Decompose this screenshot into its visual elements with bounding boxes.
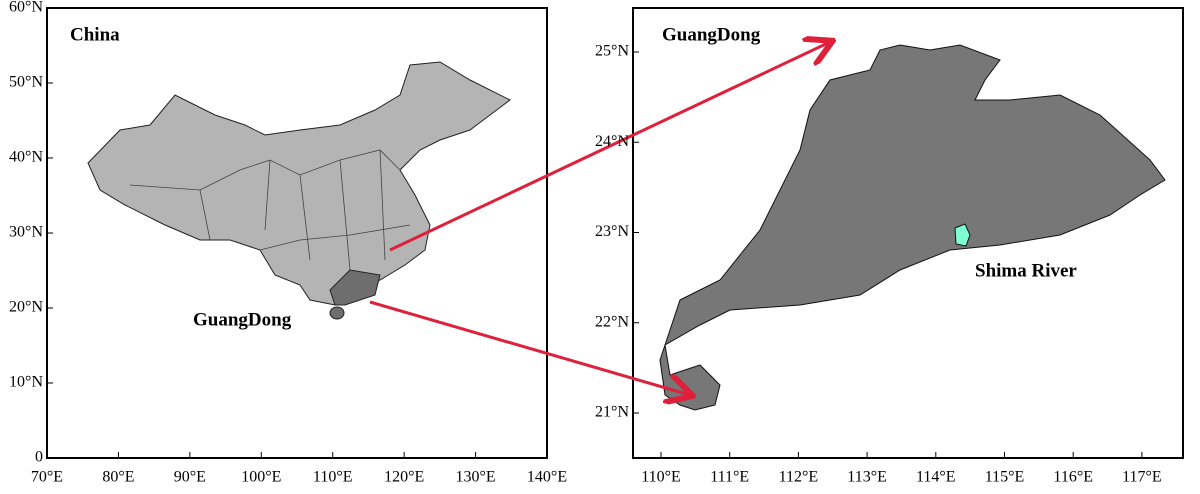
- x-tick-label: 70°E: [31, 469, 63, 486]
- x-tick-label: 115°E: [985, 469, 1025, 486]
- guangdong-right: [659, 44, 1166, 411]
- x-tick-label: 130°E: [455, 469, 495, 486]
- y-tick-label: 20°N: [9, 299, 43, 316]
- x-tick-label: 140°E: [527, 469, 567, 486]
- y-tick-label: 21°N: [595, 404, 629, 421]
- y-tick-label: 22°N: [595, 313, 629, 330]
- region-label: GuangDong: [193, 309, 292, 330]
- axes: 70°E 80°E 90°E 100°E 110°E 120°E 130°E 140°E 60°…: [9, 0, 1162, 486]
- x-tick-label: 80°E: [102, 469, 134, 486]
- province-borders: [129, 149, 411, 271]
- hainan: [329, 306, 345, 320]
- y-tick-label: 30°N: [9, 224, 43, 241]
- y-tick-label: 23°N: [595, 223, 629, 240]
- x-tick-label: 114°E: [916, 469, 956, 486]
- arrow: [369, 300, 690, 395]
- y-tick-label: 24°N: [595, 133, 629, 150]
- map-label: China: [70, 24, 120, 45]
- y-tick-label: 25°N: [595, 43, 629, 60]
- x-tick-label: 90°E: [174, 469, 206, 486]
- x-tick-label: 100°E: [241, 469, 281, 486]
- y-tick-label: 40°N: [9, 149, 43, 166]
- x-tick-label: 117°E: [1122, 469, 1162, 486]
- x-tick-label: 120°E: [384, 469, 424, 486]
- x-tick-label: 116°E: [1053, 469, 1093, 486]
- x-tick-label: 110°E: [641, 469, 681, 486]
- y-tick-label: 10°N: [9, 374, 43, 391]
- y-tick-label: 50°N: [9, 74, 43, 91]
- river-label: Shima River: [975, 260, 1077, 281]
- x-tick-label: 113°E: [847, 469, 887, 486]
- x-tick-label: 111°E: [710, 469, 749, 486]
- y-tick-label: 60°N: [9, 0, 43, 16]
- shima-river: [954, 223, 971, 247]
- map-label: GuangDong: [662, 24, 761, 45]
- x-tick-label: 112°E: [779, 469, 819, 486]
- arrow: [389, 42, 830, 252]
- x-tick-label: 110°E: [313, 469, 353, 486]
- guangdong-left: [329, 269, 381, 306]
- y-tick-label: 0: [35, 449, 43, 466]
